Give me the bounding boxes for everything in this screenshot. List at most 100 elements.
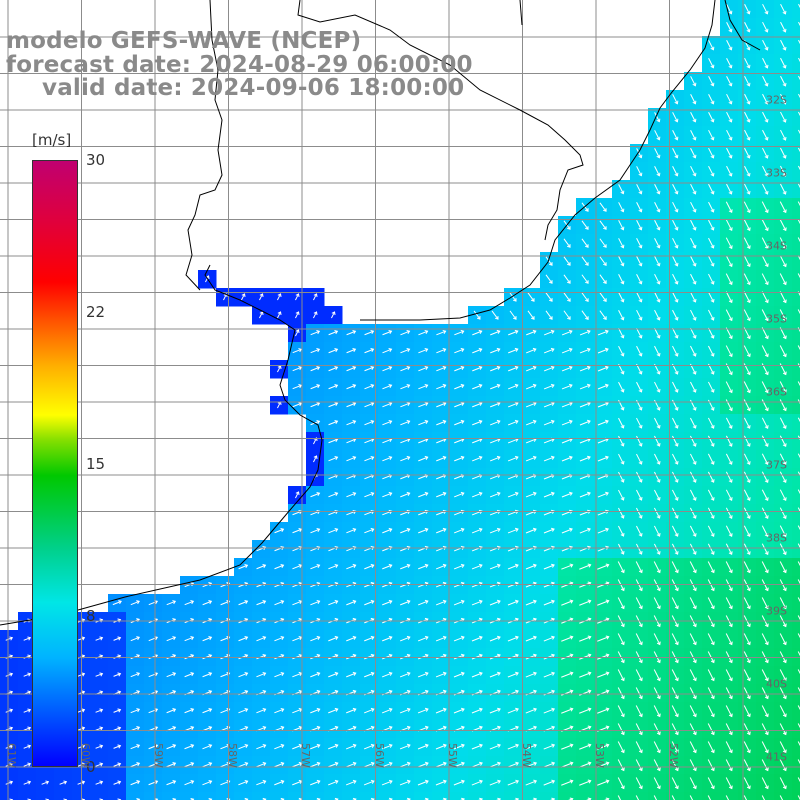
wind-arrow-shaft <box>292 762 302 768</box>
wind-arrow-shaft <box>797 273 800 279</box>
wind-arrow-head <box>620 190 625 195</box>
wind-arrow-shaft <box>563 310 571 320</box>
wind-arrow-head <box>620 713 625 718</box>
wind-arrow-shaft <box>292 528 302 534</box>
wind-arrow-head <box>442 653 447 658</box>
wind-arrow-shaft <box>597 456 609 462</box>
wind-arrow-shaft <box>346 366 356 372</box>
wind-arrow-head <box>710 695 715 700</box>
wind-arrow-shaft <box>653 777 661 789</box>
wind-arrow-head <box>746 335 751 340</box>
wind-arrow-shaft <box>635 741 643 753</box>
wind-arrow-shaft <box>797 417 800 423</box>
wind-arrow-shaft <box>726 129 732 141</box>
wind-arrow-head <box>746 190 751 195</box>
wind-cell <box>792 756 800 775</box>
wind-arrow-head <box>136 780 141 785</box>
wind-arrow-head <box>782 371 787 376</box>
wind-arrow-head <box>533 707 537 712</box>
wind-arrow-shaft <box>561 690 573 696</box>
wind-arrow-head <box>352 743 357 748</box>
wind-arrow-shaft <box>525 564 537 570</box>
wind-arrow-head <box>352 455 357 461</box>
wind-arrow-shaft <box>202 672 212 678</box>
wind-arrow-shaft <box>561 330 573 336</box>
wind-arrow-head <box>334 635 339 640</box>
wind-arrow-head <box>674 587 679 592</box>
wind-arrow-head <box>674 641 679 646</box>
wind-arrow-shaft <box>563 292 571 302</box>
wind-arrow-shaft <box>95 727 103 731</box>
wind-arrow-shaft <box>617 597 625 609</box>
wind-cell <box>720 792 739 800</box>
wind-arrow-head <box>674 623 679 628</box>
wind-arrow-head <box>764 10 769 15</box>
wind-arrow-shaft <box>797 597 800 603</box>
wind-arrow-head <box>674 515 679 519</box>
wind-arrow-head <box>424 707 429 712</box>
wind-arrow-head <box>478 653 483 658</box>
wind-arrow-shaft <box>743 201 751 213</box>
wind-arrow-shaft <box>454 438 464 444</box>
wind-arrow-head <box>728 245 733 250</box>
wind-arrow-shaft <box>743 471 751 483</box>
wind-arrow-shaft <box>382 474 392 480</box>
wind-arrow-shaft <box>491 310 499 320</box>
wind-arrow-head <box>710 425 715 429</box>
wind-arrow-shaft <box>725 381 733 393</box>
wind-arrow-head <box>316 348 321 353</box>
wind-arrow-shaft <box>617 705 625 717</box>
wind-arrow-shaft <box>113 673 121 677</box>
wind-arrow-shaft <box>345 780 357 786</box>
wind-arrow-head <box>313 311 318 315</box>
wind-arrow-shaft <box>561 780 573 786</box>
wind-arrow-head <box>782 190 787 195</box>
wind-arrow-head <box>620 605 625 610</box>
wind-arrow-head <box>692 659 697 664</box>
wind-arrow-shaft <box>672 148 678 158</box>
wind-arrow-head <box>172 708 177 713</box>
wind-arrow-shaft <box>779 201 787 213</box>
wind-cell <box>378 792 397 800</box>
wind-arrow-head <box>442 743 447 748</box>
wind-arrow-shaft <box>743 219 751 231</box>
wind-arrow-head <box>674 424 679 429</box>
wind-arrow-head <box>728 281 733 286</box>
wind-arrow-head <box>710 136 715 141</box>
wind-arrow-head <box>782 587 787 592</box>
wind-arrow-shaft <box>545 256 553 266</box>
wind-arrow-head <box>316 384 321 389</box>
wind-arrow-shaft <box>292 564 302 570</box>
wind-arrow-head <box>262 797 267 800</box>
wind-arrow-shaft <box>202 744 212 750</box>
wind-cell <box>594 792 613 800</box>
wind-arrow-head <box>295 293 300 297</box>
wind-arrow-shaft <box>453 672 465 678</box>
wind-arrow-head <box>746 443 751 447</box>
wind-arrow-head <box>728 767 733 772</box>
wind-arrow-shaft <box>654 237 660 249</box>
wind-arrow-head <box>27 780 32 785</box>
wind-cell <box>90 792 109 800</box>
wind-arrow-shaft <box>761 237 769 249</box>
wind-arrow-head <box>746 64 751 69</box>
wind-arrow-head <box>656 785 661 790</box>
wind-arrow-head <box>550 383 555 388</box>
wind-arrow-shaft <box>636 453 642 465</box>
wind-arrow-head <box>244 635 249 641</box>
wind-arrow-shaft <box>779 759 787 771</box>
wind-arrow-shaft <box>761 561 769 573</box>
wind-arrow-head <box>515 797 520 800</box>
wind-arrow-head <box>244 707 249 713</box>
wind-arrow-head <box>656 659 661 664</box>
wind-arrow-head <box>620 677 625 682</box>
wind-arrow-shaft <box>561 672 573 678</box>
wind-arrow-head <box>515 671 519 676</box>
wind-arrow-shaft <box>599 256 607 266</box>
wind-arrow-shaft <box>400 384 410 390</box>
wind-cell <box>792 360 800 379</box>
wind-arrow-shaft <box>489 744 501 750</box>
wind-arrow-head <box>710 551 715 555</box>
wind-arrow-head <box>370 707 375 712</box>
wind-cell <box>252 792 271 800</box>
